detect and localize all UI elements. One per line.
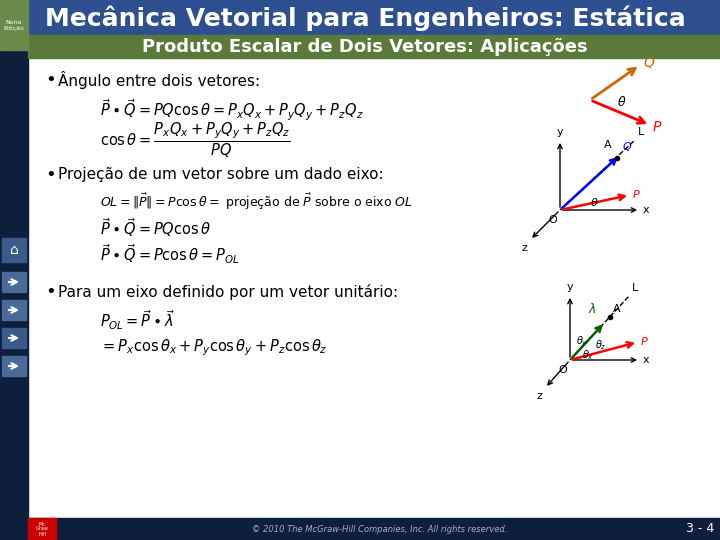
Text: $= P_x\cos\theta_x + P_y\cos\theta_y + P_z\cos\theta_z$: $= P_x\cos\theta_x + P_y\cos\theta_y + P… — [100, 338, 328, 359]
Text: P: P — [641, 337, 648, 347]
Text: Mecânica Vetorial para Engenheiros: Estática: Mecânica Vetorial para Engenheiros: Está… — [45, 5, 685, 31]
Bar — [2, 328, 26, 348]
Text: $P_{OL} = \vec{P} \bullet \vec{\lambda}$: $P_{OL} = \vec{P} \bullet \vec{\lambda}$ — [100, 308, 176, 332]
Text: x: x — [643, 205, 649, 215]
Text: $\vec{P} \bullet \vec{Q} = PQ\cos\theta$: $\vec{P} \bullet \vec{Q} = PQ\cos\theta$ — [100, 217, 211, 239]
Text: x: x — [643, 355, 649, 365]
Bar — [0, 0, 28, 50]
Text: P: P — [633, 190, 640, 200]
Text: $\theta_y$: $\theta_y$ — [576, 335, 588, 349]
Text: P: P — [653, 120, 662, 134]
Text: z: z — [536, 391, 542, 401]
Text: Mc
Graw
Hill: Mc Graw Hill — [35, 522, 48, 537]
Text: $\vec{P} \bullet \vec{Q} = P\cos\theta = P_{OL}$: $\vec{P} \bullet \vec{Q} = P\cos\theta =… — [100, 242, 240, 266]
Bar — [2, 238, 26, 262]
Text: $\lambda$: $\lambda$ — [588, 302, 597, 316]
Text: A: A — [604, 140, 612, 150]
Text: y: y — [557, 127, 563, 137]
Text: Q: Q — [623, 142, 631, 152]
Bar — [28, 35, 720, 58]
Bar — [28, 518, 720, 540]
Text: Para um eixo definido por um vetor unitário:: Para um eixo definido por um vetor unitá… — [58, 284, 398, 300]
Text: O: O — [548, 215, 557, 225]
Text: •: • — [45, 71, 55, 89]
Text: © 2010 The McGraw-Hill Companies, Inc. All rights reserved.: © 2010 The McGraw-Hill Companies, Inc. A… — [252, 524, 508, 534]
Text: ⌂: ⌂ — [9, 243, 19, 257]
Text: Projeção de um vetor sobre um dado eixo:: Projeção de um vetor sobre um dado eixo: — [58, 167, 384, 183]
Text: $\cos\theta = \dfrac{P_xQ_x + P_yQ_y + P_zQ_z}{PQ}$: $\cos\theta = \dfrac{P_xQ_x + P_yQ_y + P… — [100, 120, 290, 160]
Bar — [28, 0, 720, 35]
Text: Q: Q — [643, 56, 654, 70]
Bar — [28, 58, 720, 518]
Text: L: L — [638, 127, 644, 137]
Text: $OL = \|\vec{P}\| = P\cos\theta = $ projeção de $\vec{P}$ sobre o eixo $OL$: $OL = \|\vec{P}\| = P\cos\theta = $ proj… — [100, 192, 413, 212]
Text: $\theta$: $\theta$ — [617, 95, 626, 109]
Text: A: A — [613, 304, 621, 314]
Text: Produto Escalar de Dois Vetores: Aplicações: Produto Escalar de Dois Vetores: Aplicaç… — [142, 38, 588, 56]
Text: z: z — [521, 243, 527, 253]
Text: $\theta$: $\theta$ — [590, 196, 598, 208]
Bar — [0, 0, 28, 540]
Text: $\vec{P} \bullet \vec{Q} = PQ\cos\theta = P_xQ_x + P_yQ_y + P_zQ_z$: $\vec{P} \bullet \vec{Q} = PQ\cos\theta … — [100, 97, 364, 123]
Bar — [2, 356, 26, 376]
Text: 3 - 4: 3 - 4 — [686, 523, 714, 536]
Bar — [28, 518, 56, 540]
Text: •: • — [45, 283, 55, 301]
Text: Ângulo entre dois vetores:: Ângulo entre dois vetores: — [58, 71, 260, 89]
Text: $\theta_z$: $\theta_z$ — [595, 338, 607, 352]
Text: Nona
Edição: Nona Edição — [4, 20, 24, 31]
Bar — [2, 272, 26, 292]
Text: •: • — [45, 166, 55, 184]
Bar — [2, 300, 26, 320]
Text: O: O — [558, 365, 567, 375]
Text: L: L — [632, 283, 638, 293]
Text: $\theta_x$: $\theta_x$ — [582, 348, 594, 362]
Text: y: y — [567, 282, 573, 292]
